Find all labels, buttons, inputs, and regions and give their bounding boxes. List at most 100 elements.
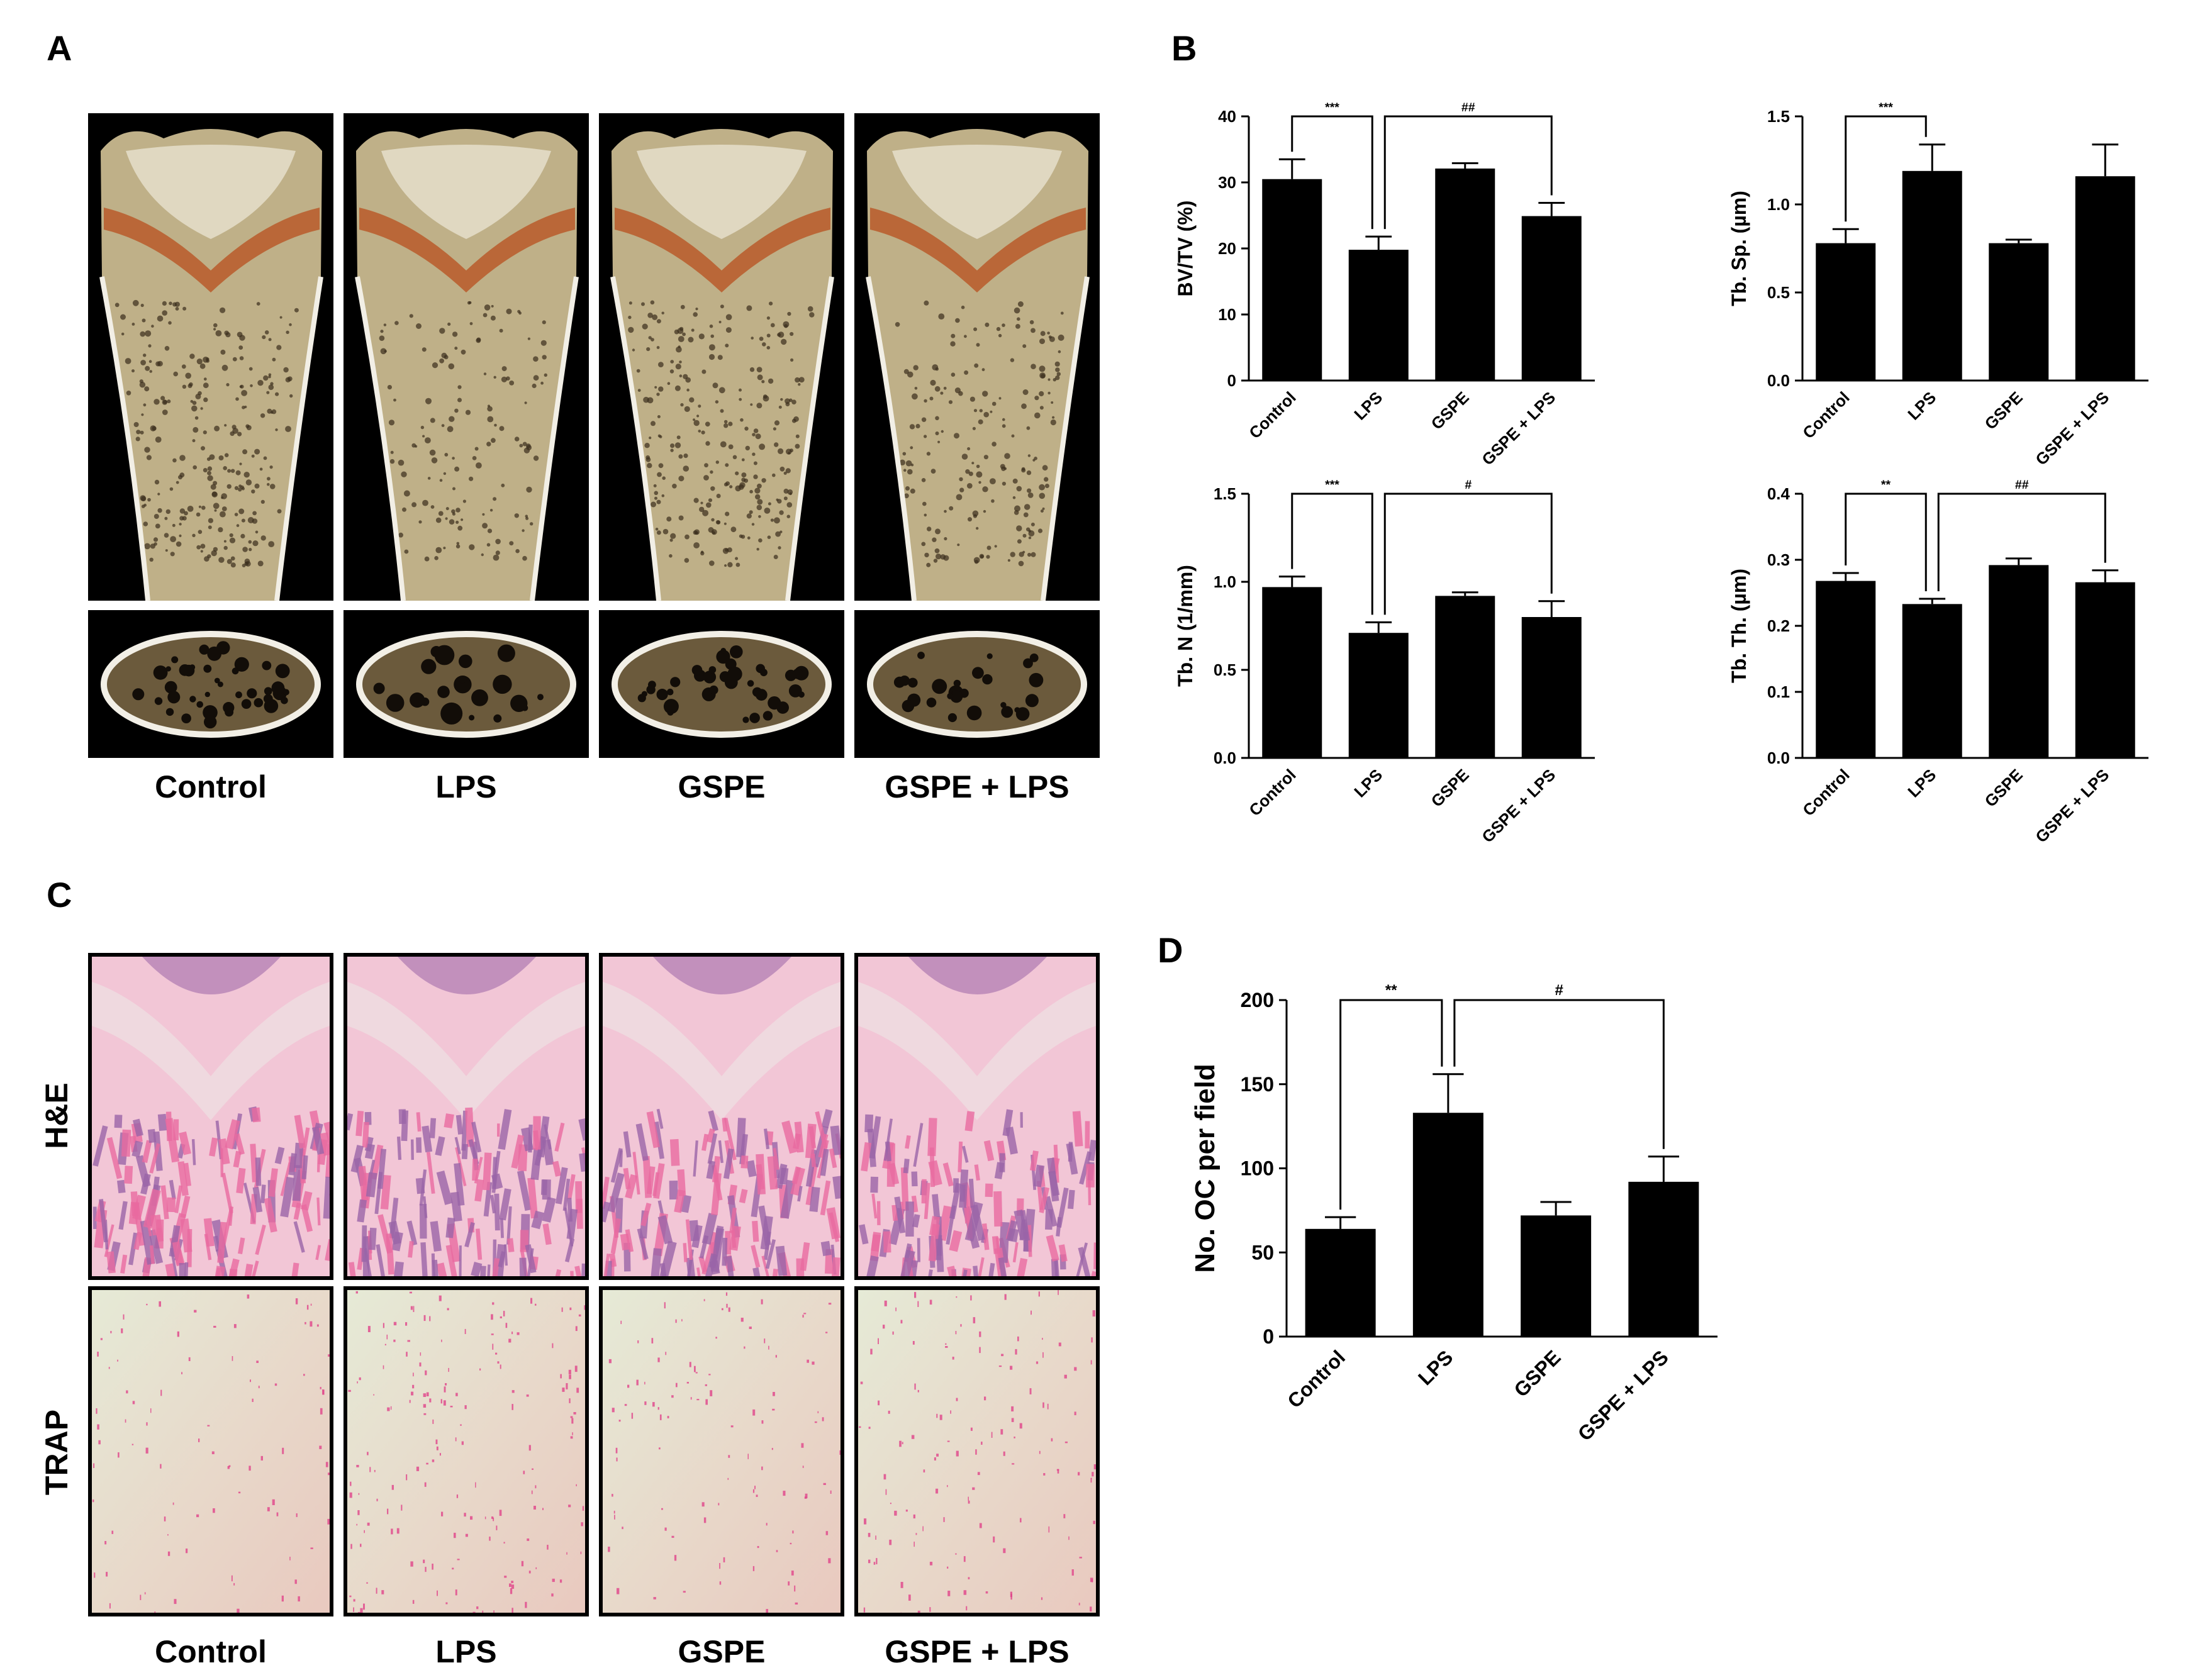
y-tick-label: 30 <box>1218 173 1236 192</box>
y-tick-label: 0.4 <box>1767 484 1790 503</box>
trap-stain-image <box>854 1286 1100 1616</box>
x-tick-label: LPS <box>1904 765 1940 801</box>
group-label-c-control: Control <box>155 1634 267 1669</box>
y-tick-label: 0.0 <box>1767 748 1790 767</box>
y-axis-label: Tb. Th. (µm) <box>1728 569 1750 683</box>
panel-label-b: B <box>1171 28 1197 68</box>
x-tick-label: GSPE <box>1427 388 1472 433</box>
bar-gspe <box>1989 243 2049 381</box>
y-tick-label: 150 <box>1241 1073 1274 1096</box>
x-tick-label: GSPE + LPS <box>1573 1346 1673 1445</box>
x-tick-label: GSPE + LPS <box>2031 388 2113 469</box>
he-stain-image <box>88 953 333 1280</box>
group-label-c-gspe-lps: GSPE + LPS <box>885 1634 1070 1669</box>
significance-label: ## <box>1461 101 1475 114</box>
microct-cross-section-image <box>599 610 844 758</box>
significance-label: *** <box>1879 101 1893 114</box>
he-stain-image <box>344 953 589 1280</box>
microct-longitudinal-image <box>599 113 844 601</box>
significance-bracket <box>1291 115 1373 230</box>
microct-cross-section-image <box>854 610 1100 758</box>
bar-lps <box>1902 170 1962 381</box>
x-tick-label: LPS <box>1904 388 1940 424</box>
significance-label: # <box>1465 478 1472 492</box>
significance-bracket <box>1453 999 1665 1149</box>
bar-lps <box>1412 1113 1483 1337</box>
he-stain-image <box>599 953 844 1280</box>
y-tick-label: 1.5 <box>1214 484 1236 503</box>
significance-label: ** <box>1881 478 1891 492</box>
bar-lps <box>1902 604 1962 758</box>
bar-gspe-lps <box>1521 617 1582 758</box>
y-tick-label: 200 <box>1241 989 1274 1011</box>
x-tick-label: GSPE + LPS <box>1478 388 1559 469</box>
x-tick-label: LPS <box>1414 1346 1457 1389</box>
y-axis-label: No. OC per field <box>1190 1064 1221 1272</box>
y-tick-label: 0.0 <box>1214 748 1236 767</box>
chart-bvtv: 0 10 20 30 40 BV/TV (%) Control LPS GSPE GSPE + L… <box>1174 101 1595 469</box>
x-tick-label: Control <box>1245 388 1300 443</box>
bar-control <box>1262 179 1322 381</box>
bar-gspe-lps <box>1628 1181 1699 1337</box>
microct-cross-section-image <box>88 610 333 758</box>
trap-stain-image <box>599 1286 844 1616</box>
he-stain-image <box>854 953 1100 1280</box>
significance-bracket <box>1845 492 1927 591</box>
panel-label-a: A <box>47 28 72 68</box>
bar-gspe <box>1521 1215 1592 1337</box>
microct-longitudinal-image <box>344 113 589 601</box>
bar-gspe <box>1435 168 1495 381</box>
bar-control <box>1816 243 1876 381</box>
bar-gspe <box>1989 565 2049 758</box>
bar-control <box>1262 587 1322 758</box>
y-tick-label: 0.5 <box>1767 283 1790 302</box>
y-tick-label: 100 <box>1241 1157 1274 1180</box>
y-tick-label: 0.1 <box>1767 682 1790 701</box>
y-tick-label: 1.0 <box>1767 195 1790 214</box>
row-label-he: H&E <box>39 1082 74 1149</box>
x-tick-label: Control <box>1799 765 1853 820</box>
row-label-trap: TRAP <box>39 1409 74 1496</box>
x-tick-label: GSPE <box>1509 1346 1565 1401</box>
y-tick-label: 20 <box>1218 239 1236 258</box>
x-tick-label: GSPE <box>1427 765 1472 811</box>
chart-tbn: 0.0 0.5 1.0 1.5 Tb. N (1/mm) Control LPS GSPE GS… <box>1174 478 1595 847</box>
bar-gspe-lps <box>2075 582 2135 758</box>
y-tick-label: 0.0 <box>1767 371 1790 390</box>
group-label-a-gspe-lps: GSPE + LPS <box>885 769 1070 804</box>
bar-lps <box>1348 633 1409 758</box>
group-label-a-lps: LPS <box>435 769 497 804</box>
bar-gspe-lps <box>1521 216 1582 381</box>
x-tick-label: Control <box>1799 388 1853 443</box>
bar-control <box>1816 581 1876 758</box>
bar-gspe <box>1435 596 1495 758</box>
significance-label: # <box>1555 982 1563 999</box>
y-axis-label: Tb. Sp. (µm) <box>1728 191 1750 306</box>
x-tick-label: GSPE <box>1980 765 2026 811</box>
significance-bracket <box>1383 492 1553 615</box>
x-tick-label: GSPE + LPS <box>1478 765 1559 847</box>
bar-lps <box>1348 250 1409 381</box>
significance-bracket <box>1339 999 1443 1210</box>
y-tick-label: 0.2 <box>1767 616 1790 635</box>
significance-label: ## <box>2015 478 2029 492</box>
y-tick-label: 50 <box>1251 1241 1274 1264</box>
y-tick-label: 0.5 <box>1214 660 1236 679</box>
significance-bracket <box>1845 115 1927 222</box>
chart-noc: 0 50 100 150 200 No. OC per field Control LPS GS… <box>1190 982 1718 1445</box>
trap-stain-image <box>344 1286 589 1616</box>
microct-longitudinal-image <box>88 113 333 601</box>
x-tick-label: LPS <box>1350 388 1386 424</box>
y-axis-label: Tb. N (1/mm) <box>1174 565 1197 687</box>
x-tick-label: GSPE + LPS <box>2031 765 2113 847</box>
trap-stain-image <box>88 1286 333 1616</box>
group-label-a-control: Control <box>155 769 267 804</box>
significance-bracket <box>1383 115 1553 230</box>
significance-label: *** <box>1325 101 1339 114</box>
significance-bracket <box>1291 492 1373 615</box>
chart-tbth: 0.0 0.1 0.2 0.3 0.4 Tb. Th. (µm) Control LPS GSP… <box>1728 478 2148 847</box>
y-tick-label: 1.5 <box>1767 107 1790 126</box>
y-tick-label: 10 <box>1218 305 1236 324</box>
x-tick-label: Control <box>1245 765 1300 820</box>
significance-bracket <box>1937 492 2106 591</box>
